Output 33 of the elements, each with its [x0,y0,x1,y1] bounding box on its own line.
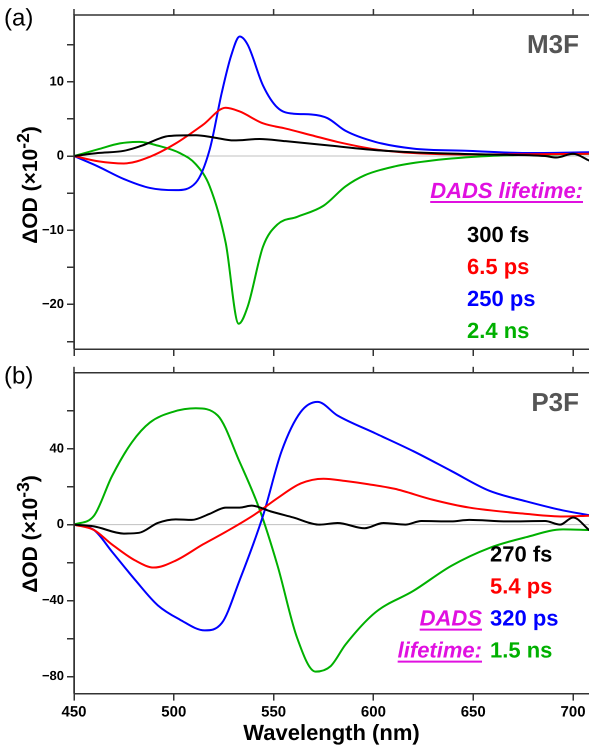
y-tick-label: −20 [42,296,64,312]
series-label: 270 fs [490,542,552,567]
y-tick-label: −10 [42,222,64,237]
x-tick-label: 550 [261,704,286,721]
x-tick-label: 700 [560,704,586,721]
annotation: M3F [527,29,579,60]
text: 300 fs [467,222,530,247]
y-tick-label: −40 [42,592,64,608]
text: 2.4 ns [467,318,530,343]
y-tick-label: 40 [50,440,64,456]
line-series [74,106,589,164]
x-tick-label: 450 [61,704,87,721]
annotation: P3F [531,386,579,417]
line-series [74,478,589,569]
text: 1.5 ns [490,638,552,663]
legend-title: DADS lifetime: [398,606,482,663]
line-series [74,504,589,535]
y-tick-label: 0 [56,148,64,163]
text: 5.4 ps [490,574,552,599]
x-tick-label: 600 [360,704,386,721]
x-tick-label: 650 [460,704,486,721]
y-tick-label: −80 [42,668,64,684]
legend-title: DADS lifetime: [430,178,583,203]
text: (a) [4,4,34,32]
y-tick-label: 0 [56,516,64,532]
text: (b) [4,362,34,390]
line-series [74,134,589,162]
text: 250 ps [467,286,536,311]
x-axis-title: Wavelength (nm) [243,720,420,745]
text: 320 ps [490,606,558,631]
x-tick-label: 500 [161,704,186,721]
y-tick-label: 10 [50,73,64,88]
text: 6.5 ps [467,254,530,279]
